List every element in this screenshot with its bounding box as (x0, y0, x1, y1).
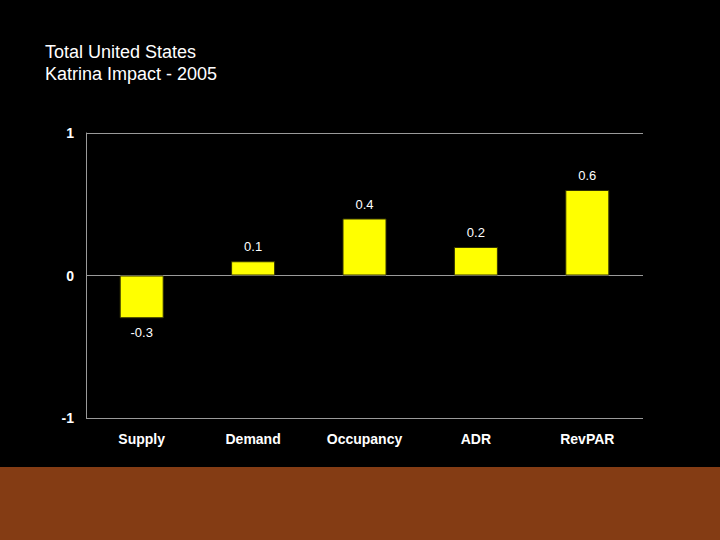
svg-text:0.6: 0.6 (578, 168, 596, 183)
svg-text:0.2: 0.2 (467, 225, 485, 240)
svg-text:RevPAR: RevPAR (560, 431, 614, 447)
svg-text:0.1: 0.1 (244, 239, 262, 254)
svg-text:Supply: Supply (118, 431, 165, 447)
svg-text:-0.3: -0.3 (130, 325, 152, 340)
svg-text:0: 0 (66, 268, 74, 284)
svg-text:0.4: 0.4 (355, 197, 373, 212)
svg-text:Katrina Impact - 2005: Katrina Impact - 2005 (45, 64, 217, 84)
svg-text:1: 1 (66, 125, 74, 141)
svg-text:Total United States: Total United States (45, 42, 196, 62)
svg-text:-1: -1 (62, 410, 75, 426)
svg-text:Demand: Demand (225, 431, 280, 447)
svg-text:ADR: ADR (461, 431, 491, 447)
svg-text:Occupancy: Occupancy (327, 431, 403, 447)
